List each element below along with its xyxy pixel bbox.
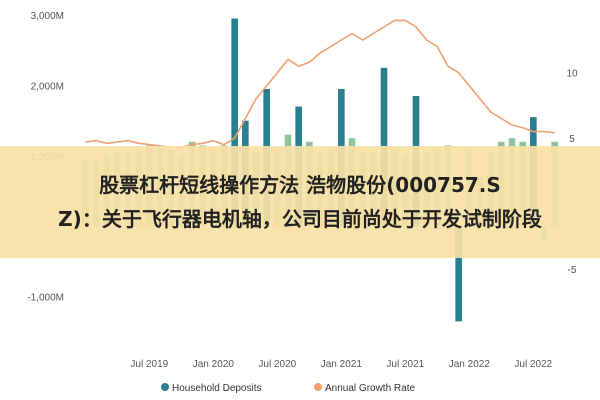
banner-line-2: Z)：关于飞行器电机轴，公司目前尚处于开发试制阶段 <box>58 207 542 231</box>
y-axis-right: 10 5 -5 <box>566 69 578 276</box>
y-left-tick-label: 3,000M <box>31 11 64 22</box>
growth-rate-line <box>85 19 555 149</box>
bar <box>231 18 238 227</box>
legend-label-household-deposits: Household Deposits <box>172 383 262 394</box>
x-tick-label: Jul 2020 <box>258 359 296 370</box>
legend-label-annual-growth-rate: Annual Growth Rate <box>325 383 415 394</box>
x-tick-label: Jul 2022 <box>514 359 552 370</box>
y-right-tick-label: 5 <box>569 134 575 145</box>
overlay-banner: 股票杠杆短线操作方法 浩物股份(000757.S Z)：关于飞行器电机轴，公司目… <box>0 146 600 258</box>
x-tick-label: Jul 2019 <box>130 359 168 370</box>
y-left-tick-label: 2,000M <box>31 81 64 92</box>
x-tick-label: Jan 2021 <box>321 359 363 370</box>
line-series-annual-growth-rate <box>85 19 555 149</box>
x-tick-label: Jan 2022 <box>449 359 491 370</box>
x-tick-label: Jul 2021 <box>386 359 424 370</box>
y-left-tick-label: -1,000M <box>27 293 64 304</box>
x-tick-label: Jan 2020 <box>193 359 235 370</box>
legend: Household Deposits Annual Growth Rate <box>161 383 415 394</box>
legend-marker-household-deposits <box>161 383 169 391</box>
banner-line-1: 股票杠杆短线操作方法 浩物股份(000757.S <box>99 173 501 197</box>
banner-text: 股票杠杆短线操作方法 浩物股份(000757.S Z)：关于飞行器电机轴，公司目… <box>0 168 600 236</box>
bar <box>455 226 462 322</box>
y-right-tick-label: 10 <box>566 69 578 80</box>
x-axis: Jul 2019 Jan 2020 Jul 2020 Jan 2021 Jul 2021… <box>130 359 552 370</box>
y-right-tick-label: -5 <box>568 265 577 276</box>
legend-marker-annual-growth-rate <box>314 383 322 391</box>
